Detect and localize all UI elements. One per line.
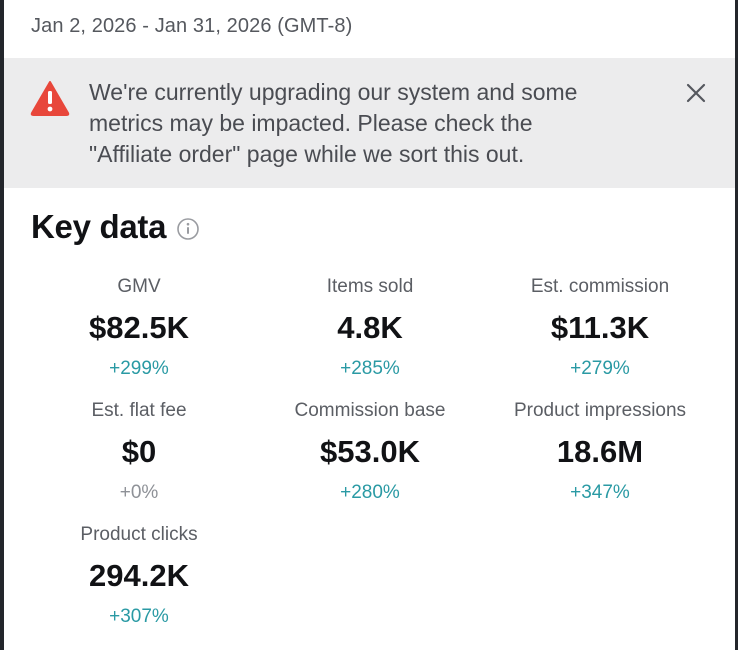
close-icon[interactable] xyxy=(681,78,711,108)
metric-items-sold[interactable]: Items sold 4.8K +285% xyxy=(255,274,485,382)
metric-est-flat-fee[interactable]: Est. flat fee $0 +0% xyxy=(24,398,254,506)
metric-value: $82.5K xyxy=(89,310,189,345)
metric-commission-base[interactable]: Commission base $53.0K +280% xyxy=(255,398,485,506)
metric-product-impressions[interactable]: Product impressions 18.6M +347% xyxy=(485,398,715,506)
banner-message-line: We're currently upgrading our system and… xyxy=(89,79,578,105)
section-header: Key data xyxy=(31,205,200,249)
metric-value: $11.3K xyxy=(550,310,650,345)
key-data-panel: Jan 2, 2026 - Jan 31, 2026 (GMT-8) We're… xyxy=(4,0,735,650)
metric-value: 4.8K xyxy=(337,310,403,345)
metric-change: +285% xyxy=(340,358,400,379)
metric-label: Product clicks xyxy=(80,524,198,545)
banner-message: We're currently upgrading our system and… xyxy=(89,77,649,170)
metric-label: Est. commission xyxy=(530,276,670,297)
info-icon[interactable] xyxy=(176,217,200,241)
metric-value: $0 xyxy=(121,434,157,469)
metric-change: +280% xyxy=(340,482,400,503)
metric-est-commission[interactable]: Est. commission $11.3K +279% xyxy=(485,274,715,382)
metric-change: +299% xyxy=(109,358,169,379)
metric-value: 294.2K xyxy=(89,558,189,593)
metric-value: 18.6M xyxy=(556,434,644,469)
banner-message-line: metrics may be impacted. Please check th… xyxy=(89,110,533,136)
warning-triangle-icon xyxy=(30,81,70,116)
metric-change: +0% xyxy=(119,482,159,503)
metric-label: Product impressions xyxy=(513,400,687,421)
metric-label: Items sold xyxy=(326,276,414,297)
metric-label: Commission base xyxy=(294,400,446,421)
metric-gmv[interactable]: GMV $82.5K +299% xyxy=(24,274,254,382)
metric-change: +307% xyxy=(109,606,169,627)
metric-label: Est. flat fee xyxy=(91,400,187,421)
metric-value: $53.0K xyxy=(320,434,420,469)
metric-change: +279% xyxy=(570,358,630,379)
banner-message-line: "Affiliate order" page while we sort thi… xyxy=(89,141,525,167)
metric-product-clicks[interactable]: Product clicks 294.2K +307% xyxy=(24,522,254,630)
section-title: Key data xyxy=(31,208,167,245)
system-upgrade-banner xyxy=(4,58,735,188)
date-range[interactable]: Jan 2, 2026 - Jan 31, 2026 (GMT-8) xyxy=(4,0,735,58)
metric-label: GMV xyxy=(117,276,161,297)
metric-change: +347% xyxy=(570,482,630,503)
